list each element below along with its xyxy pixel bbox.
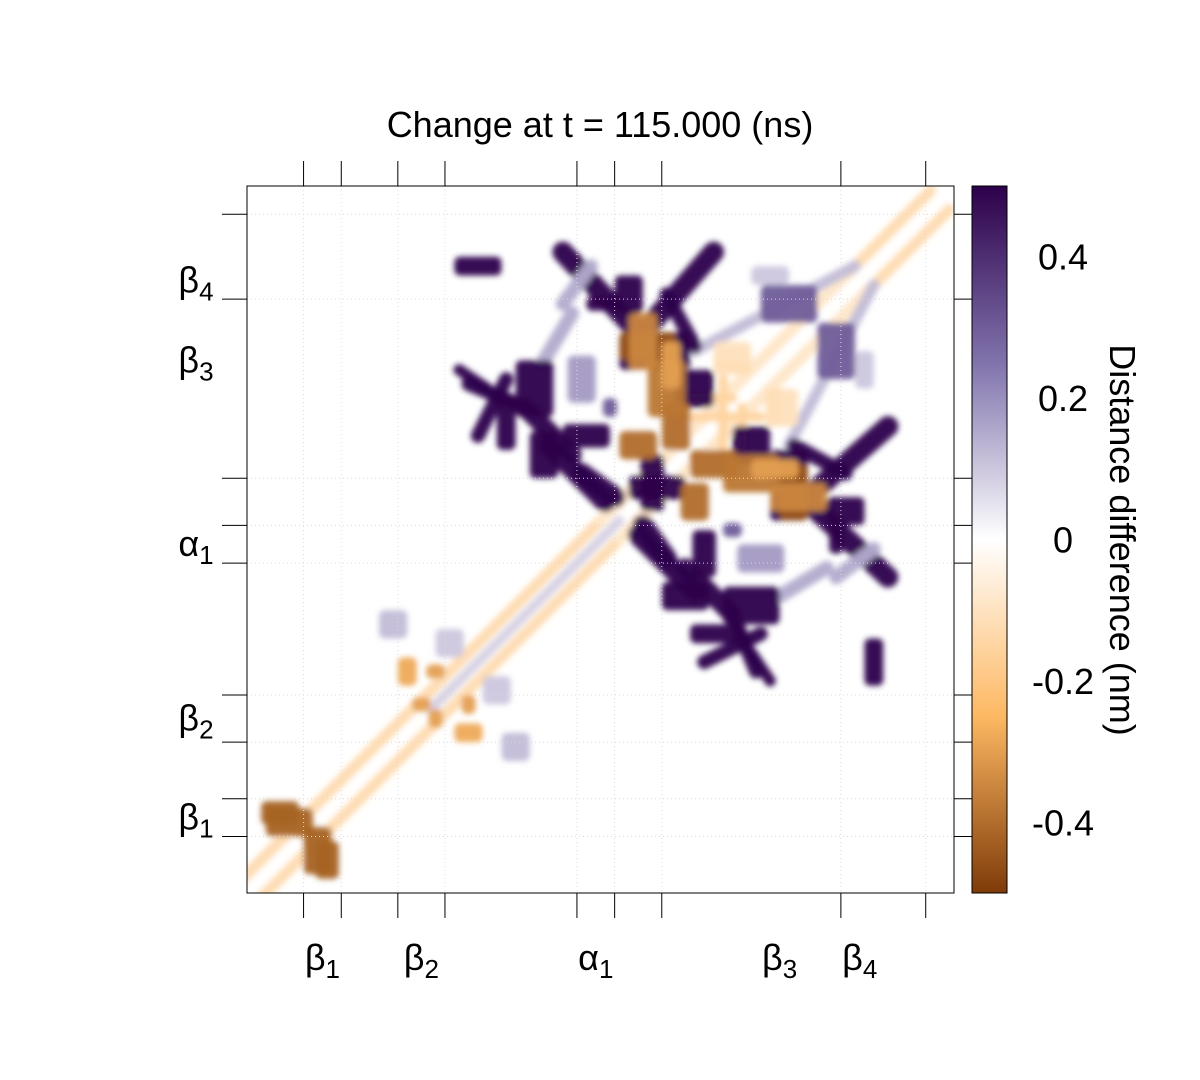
heat-cell-20-0 xyxy=(619,431,658,460)
heat-cell-18-0 xyxy=(737,544,785,573)
colorbar-tick-label-0: 0.4 xyxy=(1038,237,1088,278)
heat-cell-10-1 xyxy=(826,497,865,526)
heat-cell-4-0 xyxy=(454,723,483,743)
plot-frame xyxy=(246,185,955,894)
heat-cell-19-0 xyxy=(817,322,856,380)
colorbar-tick-label-1: 0.2 xyxy=(1038,378,1088,419)
x-segment-label-0: β1 xyxy=(305,937,340,984)
x-segment-label-4: β4 xyxy=(842,937,877,984)
heat-band-7-0 xyxy=(802,496,899,588)
heat-cell-1-0 xyxy=(315,841,339,879)
heat-cell-6-1 xyxy=(378,610,408,639)
heat-cell-29-0 xyxy=(723,523,742,538)
y-segment-label-3: β3 xyxy=(178,339,213,386)
heat-cell-7-1 xyxy=(864,638,884,686)
colorbar: 0.4 0.2 0 -0.2 -0.4 xyxy=(971,185,1094,894)
heat-band-5-0 xyxy=(637,241,724,338)
heat-cell-24-0 xyxy=(770,482,827,512)
heat-cell-5-0 xyxy=(482,676,511,705)
heat-cell-28-1 xyxy=(855,350,874,389)
heat-band-15-0 xyxy=(772,560,834,604)
heat-band-11-1 xyxy=(470,372,514,443)
heat-cell-25-1 xyxy=(661,341,681,389)
heat-band-12-0 xyxy=(745,646,776,687)
colorbar-tick-label-2: 0 xyxy=(1053,520,1073,561)
heat-band-14-0 xyxy=(555,259,599,311)
heat-cell-3-1 xyxy=(461,695,476,714)
segment-labels: β1 β1 β2 β2 α1 α1 β3 β3 β4 β4 xyxy=(178,259,877,984)
x-segment-label-1: β2 xyxy=(404,937,439,984)
heat-band-13-0 xyxy=(786,438,853,481)
heat-cell-9-1 xyxy=(692,530,716,578)
heat-cell-3-0 xyxy=(426,664,445,679)
heat-cell-14-0 xyxy=(690,624,747,644)
heat-band-5-1 xyxy=(802,416,899,503)
heat-band-13-1 xyxy=(659,287,702,354)
heat-cell-8-0 xyxy=(515,360,554,417)
heat-cell-19-1 xyxy=(760,284,818,323)
heat-band-15-1 xyxy=(536,306,580,368)
colorbar-gradient xyxy=(971,185,1008,894)
heat-cell-14-1 xyxy=(496,393,516,450)
heat-band-2-1 xyxy=(426,515,625,714)
y-segment-label-4: β4 xyxy=(178,259,213,306)
colorbar-label: Distance difference (nm) xyxy=(1102,344,1143,736)
y-segment-label-1: β2 xyxy=(178,698,213,745)
heat-cell-6-0 xyxy=(501,732,530,762)
y-segment-label-2: α1 xyxy=(178,523,213,570)
chart-title: Change at t = 115.000 (ns) xyxy=(387,104,814,145)
heat-cell-27-1 xyxy=(779,388,799,427)
heat-cell-13-0 xyxy=(661,581,709,611)
heat-cell-18-1 xyxy=(567,355,596,403)
heat-cell-20-1 xyxy=(680,482,709,521)
heat-cell-2-1 xyxy=(428,709,443,729)
heat-cell-8-1 xyxy=(723,586,780,625)
heat-cell-2-0 xyxy=(411,697,431,712)
heat-cell-29-1 xyxy=(602,398,617,417)
heat-cell-7-0 xyxy=(454,256,502,276)
x-segment-label-3: β3 xyxy=(762,937,797,984)
colorbar-tick-label-3: -0.2 xyxy=(1032,661,1094,702)
heat-band-7-1 xyxy=(552,241,644,338)
heat-cell-17-1 xyxy=(829,525,844,554)
heat-cell-27-0 xyxy=(713,341,752,361)
heat-cell-9-0 xyxy=(562,424,610,448)
heat-cell-1-1 xyxy=(261,801,299,825)
heat-cell-13-1 xyxy=(529,431,559,479)
heat-cell-25-0 xyxy=(751,459,799,479)
heat-cell-4-1 xyxy=(397,657,417,686)
colorbar-tick-label-4: -0.4 xyxy=(1032,802,1094,843)
heat-cell-5-1 xyxy=(435,629,464,658)
heat-cell-24-1 xyxy=(628,313,658,370)
heatmap-cells xyxy=(247,186,954,893)
heat-cell-17-0 xyxy=(586,296,615,311)
heat-cell-10-0 xyxy=(614,275,643,314)
heat-cell-28-0 xyxy=(751,266,790,285)
heat-band-11-0 xyxy=(697,626,768,670)
heat-cell-11-1 xyxy=(640,454,665,512)
y-segment-label-0: β1 xyxy=(178,797,213,844)
heat-band-12-1 xyxy=(453,364,494,395)
x-segment-label-2: α1 xyxy=(578,937,613,984)
